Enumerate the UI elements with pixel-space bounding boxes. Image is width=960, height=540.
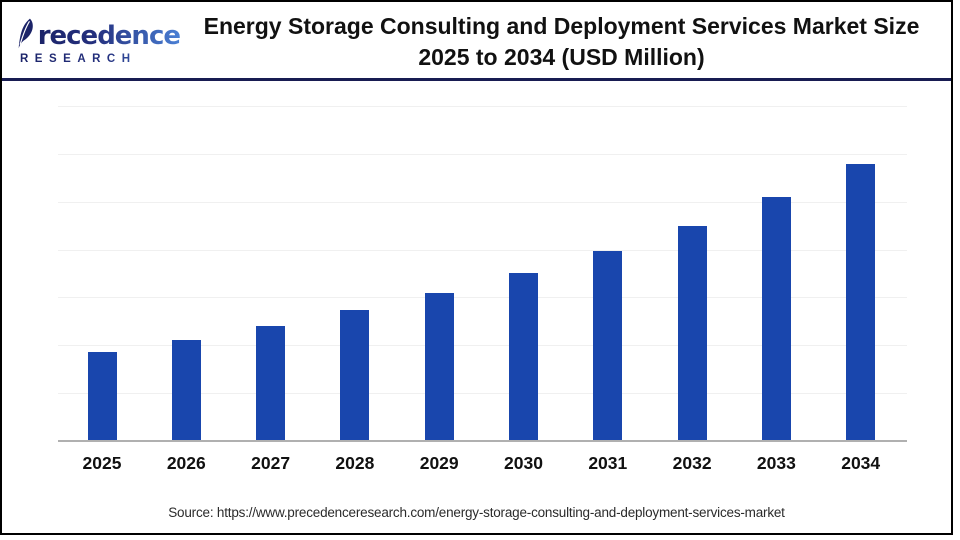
gridline — [58, 393, 907, 395]
gridline — [58, 297, 907, 299]
x-label-2031: 2031 — [588, 453, 628, 473]
bar-chart-plot: 2025 2026 2027 2028 2029 2030 2031 2032 2033 2034 — [58, 106, 907, 473]
bar-2027 — [256, 326, 286, 440]
gridline — [58, 249, 907, 251]
x-label-2033: 2033 — [756, 453, 796, 473]
title-line-2: 2025 to 2034 (USD Million) — [418, 44, 705, 70]
gridline — [58, 153, 907, 155]
bar-2025 — [87, 351, 117, 440]
x-label-2027: 2027 — [251, 453, 291, 473]
bar-2034 — [846, 164, 876, 440]
page-title: Energy Storage Consulting and Deployment… — [180, 2, 951, 78]
x-label-2030: 2030 — [504, 453, 543, 473]
gridline — [58, 345, 907, 347]
brand-logo: recedence RESEARCH — [2, 2, 181, 78]
title-line-1: Energy Storage Consulting and Deployment… — [203, 13, 920, 39]
gridline — [58, 201, 907, 203]
leaf-icon — [18, 18, 33, 49]
bar-2026 — [171, 339, 201, 440]
x-label-2032: 2032 — [672, 453, 712, 473]
brand-name: recedence — [37, 21, 181, 51]
header: recedence RESEARCH Energy Storage Consul… — [2, 2, 951, 81]
gridline — [58, 106, 907, 107]
bar-2028 — [340, 309, 370, 440]
bar-2031 — [593, 250, 623, 440]
brand-wordmark-row: recedence — [16, 15, 181, 51]
x-label-2029: 2029 — [419, 453, 459, 473]
x-label-2025: 2025 — [82, 453, 122, 473]
x-label-2026: 2026 — [166, 453, 206, 473]
x-label-2028: 2028 — [335, 453, 375, 473]
bar-2030 — [509, 273, 538, 440]
source-attribution: Source: https://www.precedenceresearch.c… — [168, 505, 785, 520]
bar-2029 — [424, 292, 454, 440]
bar-2032 — [677, 225, 707, 440]
x-label-2034: 2034 — [841, 453, 881, 473]
x-axis-line — [58, 440, 907, 442]
bar-2033 — [761, 196, 791, 440]
brand-subtitle: RESEARCH — [16, 53, 180, 65]
